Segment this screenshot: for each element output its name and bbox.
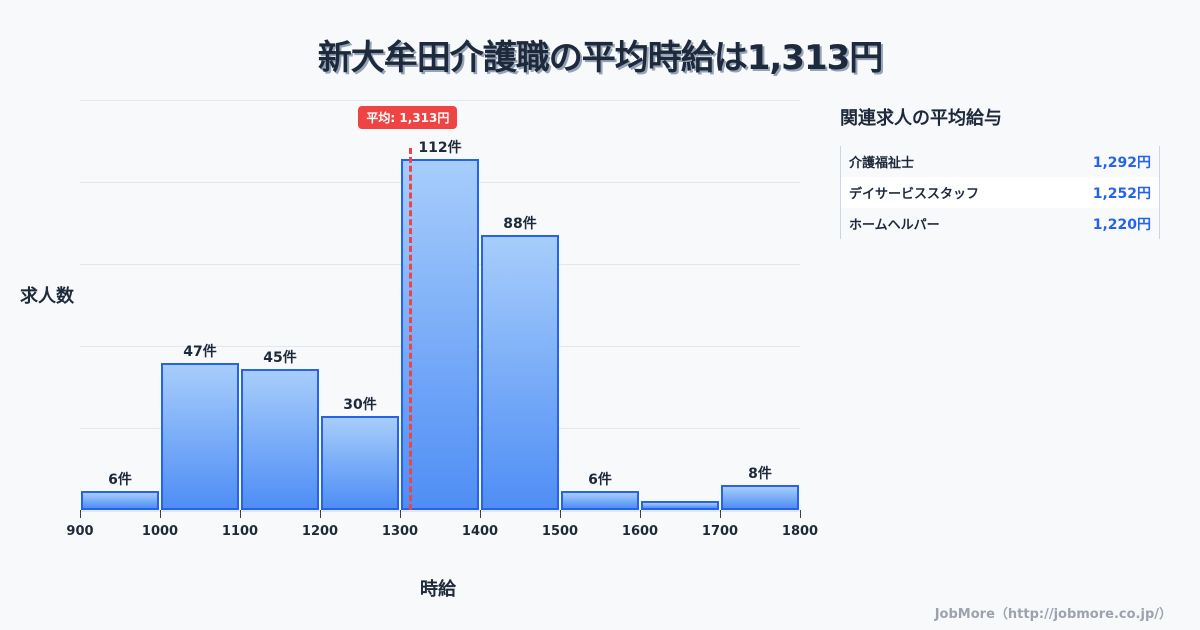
page-title: 新大牟田介護職の平均時給は1,313円 [317, 38, 884, 78]
bar-value-label: 112件 [418, 140, 462, 157]
x-tick-label: 1500 [541, 524, 579, 539]
x-tick [800, 510, 801, 518]
related-salary-row: ホームヘルパー 1,220円 [841, 208, 1159, 239]
x-tick-label: 1300 [381, 524, 419, 539]
gridline [80, 100, 800, 101]
job-name: 介護福祉士 [849, 156, 915, 171]
x-tick [80, 510, 81, 518]
y-axis-label: 求人数 [20, 286, 74, 307]
histogram-bar [401, 159, 479, 510]
x-tick [720, 510, 721, 518]
histogram-bar [641, 500, 719, 510]
job-name: ホームヘルパー [849, 218, 940, 233]
histogram-bar [81, 491, 159, 510]
x-axis-label: 時給 [420, 579, 456, 600]
x-tick [480, 510, 481, 518]
footer-credit: JobMore（http://jobmore.co.jp/） [934, 607, 1172, 622]
x-tick [240, 510, 241, 518]
histogram-bar [721, 484, 799, 510]
x-axis-line [80, 510, 800, 512]
bar-value-label: 88件 [503, 215, 537, 232]
bar-value-label: 30件 [343, 397, 377, 414]
related-salary-row: デイサービススタッフ 1,252円 [841, 177, 1159, 208]
x-tick [320, 510, 321, 518]
x-tick-label: 1600 [621, 524, 659, 539]
x-tick [560, 510, 561, 518]
mean-line [409, 148, 413, 510]
x-tick-label: 1800 [781, 524, 819, 539]
bar-value-label: 45件 [263, 350, 297, 367]
mean-badge: 平均: 1,313円 [358, 106, 458, 129]
histogram-bar [481, 234, 559, 510]
x-tick-label: 1700 [701, 524, 739, 539]
histogram-bar [161, 362, 239, 510]
x-tick-label: 1000 [141, 524, 179, 539]
job-salary: 1,220円 [1092, 216, 1151, 233]
related-salary-table: 介護福祉士 1,292円 デイサービススタッフ 1,252円 ホームヘルパー 1… [840, 146, 1160, 239]
job-salary: 1,292円 [1092, 154, 1151, 171]
job-name: デイサービススタッフ [849, 187, 980, 202]
bar-value-label: 47件 [183, 343, 217, 360]
x-tick [640, 510, 641, 518]
bar-value-label: 6件 [108, 472, 132, 489]
x-tick-label: 900 [66, 524, 94, 539]
x-tick-label: 1400 [461, 524, 499, 539]
histogram-bar [241, 369, 319, 510]
x-tick [400, 510, 401, 518]
x-tick [160, 510, 161, 518]
x-tick-label: 1100 [221, 524, 259, 539]
related-salary-row: 介護福祉士 1,292円 [841, 146, 1159, 177]
x-tick-label: 1200 [301, 524, 339, 539]
bar-value-label: 8件 [748, 465, 772, 482]
histogram-bar [321, 416, 399, 510]
bar-value-label: 6件 [588, 472, 612, 489]
histogram-plot: 6件 47件 45件 30件 112件 88件 6件 8件 平均: 1,313円 [80, 100, 800, 512]
histogram-bar [561, 491, 639, 510]
job-salary: 1,252円 [1092, 185, 1151, 202]
related-salary-title: 関連求人の平均給与 [840, 108, 1002, 129]
